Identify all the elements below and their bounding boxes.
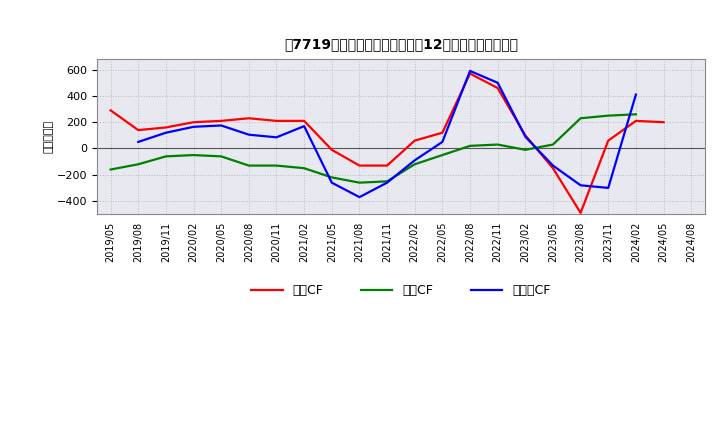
- Title: 【7719】　キャッシュフローの12か月移動合計の推移: 【7719】 キャッシュフローの12か月移動合計の推移: [284, 37, 518, 51]
- Line: 営業CF: 営業CF: [111, 73, 664, 213]
- フリーCF: [328, 180, 336, 185]
- 投資CF: [383, 179, 392, 184]
- 営業CF: [328, 147, 336, 152]
- フリーCF: [438, 139, 446, 145]
- フリーCF: [410, 158, 419, 163]
- 投資CF: [189, 152, 198, 158]
- フリーCF: [355, 194, 364, 200]
- フリーCF: [493, 80, 502, 85]
- Line: 投資CF: 投資CF: [111, 114, 636, 183]
- Legend: 営業CF, 投資CF, フリーCF: 営業CF, 投資CF, フリーCF: [246, 279, 555, 302]
- 投資CF: [161, 154, 170, 159]
- 投資CF: [300, 165, 308, 171]
- フリーCF: [272, 135, 281, 140]
- フリーCF: [521, 134, 530, 139]
- 投資CF: [576, 116, 585, 121]
- 投資CF: [410, 161, 419, 167]
- 営業CF: [493, 85, 502, 91]
- 投資CF: [438, 152, 446, 158]
- 営業CF: [410, 138, 419, 143]
- 投資CF: [604, 113, 613, 118]
- 投資CF: [217, 154, 225, 159]
- フリーCF: [466, 68, 474, 73]
- 営業CF: [245, 116, 253, 121]
- 営業CF: [189, 120, 198, 125]
- 投資CF: [245, 163, 253, 168]
- 営業CF: [631, 118, 640, 124]
- 営業CF: [107, 108, 115, 113]
- 投資CF: [549, 142, 557, 147]
- Y-axis label: （百万円）: （百万円）: [44, 120, 54, 153]
- フリーCF: [383, 180, 392, 185]
- 営業CF: [383, 163, 392, 168]
- 営業CF: [466, 71, 474, 76]
- フリーCF: [604, 185, 613, 191]
- フリーCF: [245, 132, 253, 137]
- 営業CF: [355, 163, 364, 168]
- Line: フリーCF: フリーCF: [138, 71, 636, 197]
- フリーCF: [217, 123, 225, 128]
- 投資CF: [466, 143, 474, 148]
- 営業CF: [660, 120, 668, 125]
- 営業CF: [272, 118, 281, 124]
- フリーCF: [300, 124, 308, 129]
- 投資CF: [134, 161, 143, 167]
- フリーCF: [631, 92, 640, 97]
- 営業CF: [549, 165, 557, 171]
- 営業CF: [604, 138, 613, 143]
- フリーCF: [549, 163, 557, 168]
- 営業CF: [217, 118, 225, 124]
- 営業CF: [134, 128, 143, 133]
- 投資CF: [493, 142, 502, 147]
- フリーCF: [134, 139, 143, 145]
- 営業CF: [438, 130, 446, 136]
- 投資CF: [521, 147, 530, 152]
- フリーCF: [189, 124, 198, 129]
- 営業CF: [161, 125, 170, 130]
- 投資CF: [107, 167, 115, 172]
- 営業CF: [576, 210, 585, 216]
- 投資CF: [328, 175, 336, 180]
- 投資CF: [631, 112, 640, 117]
- 投資CF: [355, 180, 364, 185]
- フリーCF: [576, 183, 585, 188]
- 営業CF: [300, 118, 308, 124]
- フリーCF: [161, 130, 170, 136]
- 投資CF: [272, 163, 281, 168]
- 営業CF: [521, 133, 530, 138]
